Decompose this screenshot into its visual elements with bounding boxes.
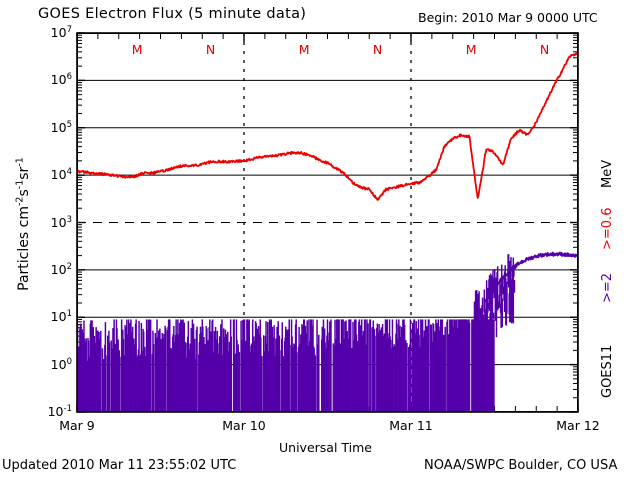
top-marker-m: M [298, 42, 310, 57]
y-tick-label: 104 [50, 166, 72, 183]
credit-label: NOAA/SWPC Boulder, CO USA [424, 458, 618, 473]
y-tick-label: 107 [50, 24, 72, 40]
updated-timestamp: Updated 2010 Mar 11 23:55:02 UTC [2, 458, 237, 473]
right-label-satellite: GOES11 [600, 344, 615, 398]
top-marker-m: M [465, 42, 477, 57]
begin-time-label: Begin: 2010 Mar 9 0000 UTC [418, 10, 598, 25]
chart-title: GOES Electron Flux (5 minute data) [38, 6, 307, 22]
y-tick-label: 100 [50, 356, 72, 372]
top-marker-n: N [372, 42, 383, 57]
x-axis-title: Universal Time [279, 440, 372, 455]
x-tick-label: Mar 12 [556, 418, 600, 433]
y-tick-label: 105 [50, 119, 72, 135]
x-tick-label: Mar 9 [59, 418, 95, 433]
top-marker-n: N [539, 42, 550, 57]
y-tick-label: 101 [50, 309, 72, 325]
x-tick-label: Mar 10 [222, 418, 266, 433]
right-label-purple-threshold: >=2 [600, 272, 615, 303]
y-tick-label: 102 [50, 261, 72, 277]
x-tick-label: Mar 11 [389, 418, 433, 433]
right-label-mev: MeV [600, 159, 615, 188]
plot-area [77, 33, 578, 412]
top-marker-n: N [205, 42, 216, 57]
y-tick-label: 106 [50, 72, 72, 88]
y-tick-label: 103 [50, 214, 72, 230]
top-marker-m: M [131, 42, 143, 57]
y-tick-label: 10-1 [47, 403, 72, 419]
right-label-red-threshold: >=0.6 [600, 207, 615, 250]
